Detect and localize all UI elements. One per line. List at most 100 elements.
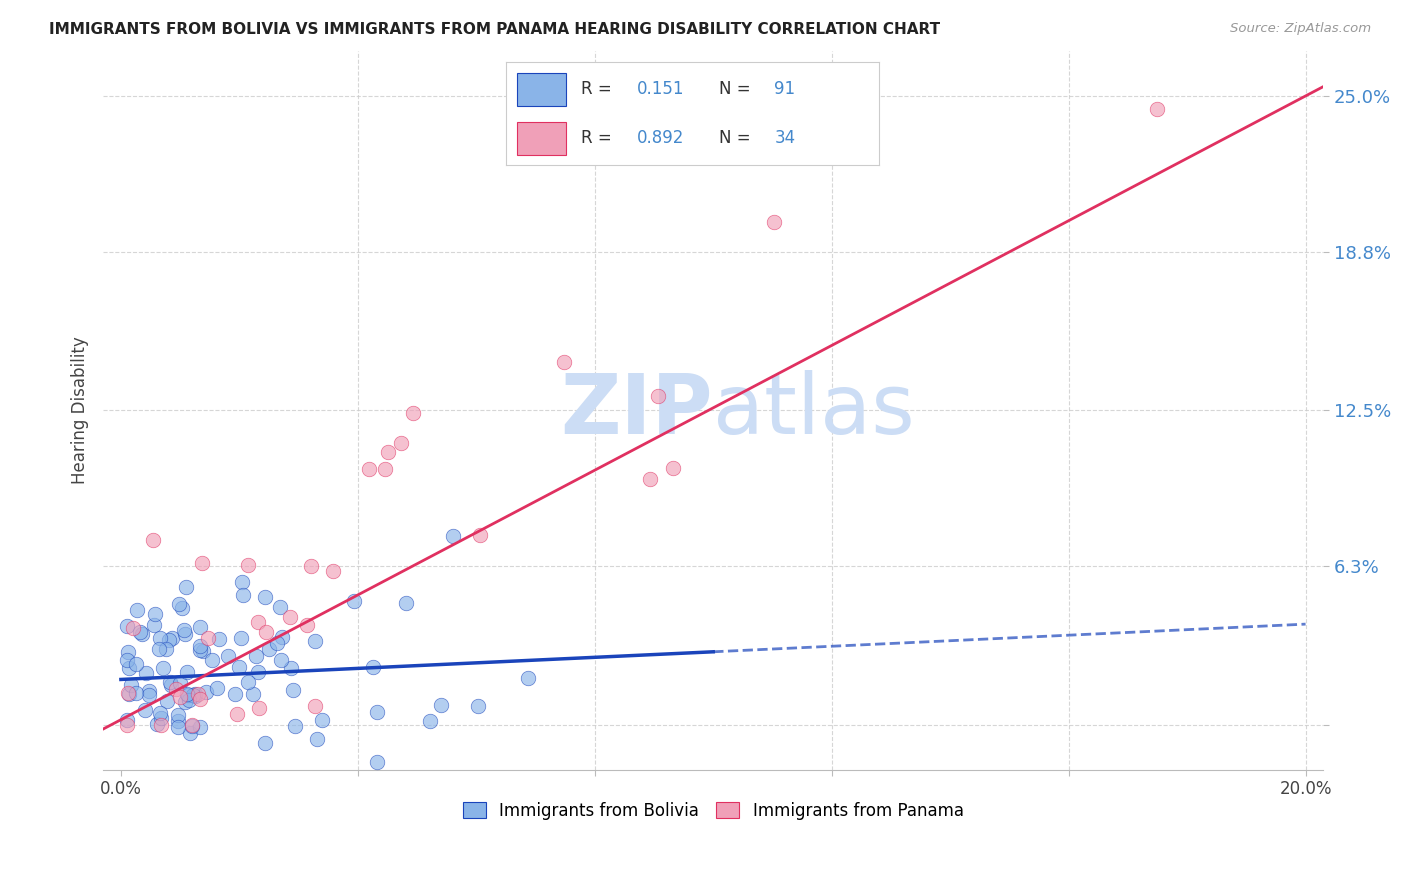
Point <box>343 594 366 608</box>
Point <box>176 665 198 679</box>
Point <box>152 661 174 675</box>
Point <box>174 695 197 709</box>
Point <box>179 726 201 740</box>
Point <box>395 596 418 610</box>
Point <box>299 559 322 574</box>
Point <box>231 575 253 590</box>
Point <box>193 643 215 657</box>
Text: atlas: atlas <box>713 370 915 450</box>
Point <box>160 631 183 645</box>
Point <box>167 720 190 734</box>
FancyBboxPatch shape <box>517 73 565 105</box>
Point <box>138 688 160 702</box>
Point <box>374 462 396 476</box>
Point <box>236 558 259 573</box>
Point <box>188 720 211 734</box>
Point <box>217 648 239 663</box>
Legend: Immigrants from Bolivia, Immigrants from Panama: Immigrants from Bolivia, Immigrants from… <box>456 795 970 826</box>
Point <box>304 698 326 713</box>
Point <box>366 705 388 719</box>
Point <box>117 686 139 700</box>
Point <box>224 687 246 701</box>
Point <box>429 698 451 712</box>
Point <box>270 653 292 667</box>
Point <box>125 603 148 617</box>
Point <box>173 623 195 637</box>
Point <box>247 701 270 715</box>
Point <box>662 461 685 475</box>
Text: IMMIGRANTS FROM BOLIVIA VS IMMIGRANTS FROM PANAMA HEARING DISABILITY CORRELATION: IMMIGRANTS FROM BOLIVIA VS IMMIGRANTS FR… <box>49 22 941 37</box>
Point <box>188 620 211 634</box>
Y-axis label: Hearing Disability: Hearing Disability <box>72 336 89 484</box>
Point <box>307 732 329 747</box>
Point <box>283 719 305 733</box>
Text: 0.151: 0.151 <box>637 80 685 98</box>
Point <box>149 631 172 645</box>
Point <box>129 625 152 640</box>
Point <box>304 633 326 648</box>
Point <box>191 556 214 570</box>
Point <box>229 631 252 645</box>
Point <box>134 703 156 717</box>
Point <box>762 215 785 229</box>
Point <box>253 736 276 750</box>
Point <box>169 690 191 704</box>
Point <box>155 641 177 656</box>
Text: 0.892: 0.892 <box>637 129 683 147</box>
Point <box>311 713 333 727</box>
Point <box>177 693 200 707</box>
Point <box>165 681 187 696</box>
Point <box>125 657 148 671</box>
Point <box>441 529 464 543</box>
Point <box>266 636 288 650</box>
Point <box>281 683 304 698</box>
Point <box>197 632 219 646</box>
Point <box>553 355 575 369</box>
Point <box>188 691 211 706</box>
Point <box>246 665 269 679</box>
Point <box>150 711 173 725</box>
Point <box>120 678 142 692</box>
Point <box>169 597 191 611</box>
Point <box>322 564 344 578</box>
Point <box>146 717 169 731</box>
Text: R =: R = <box>581 80 617 98</box>
Point <box>118 661 141 675</box>
Point <box>357 462 380 476</box>
Point <box>167 707 190 722</box>
Point <box>159 674 181 689</box>
Point <box>188 639 211 653</box>
Point <box>115 619 138 633</box>
Point <box>188 642 211 657</box>
Point <box>148 641 170 656</box>
Text: R =: R = <box>581 129 617 147</box>
Point <box>232 588 254 602</box>
Point <box>1146 102 1168 116</box>
Point <box>117 644 139 658</box>
Point <box>150 717 173 731</box>
Point <box>177 688 200 702</box>
Point <box>377 444 399 458</box>
Point <box>208 632 231 646</box>
Point <box>389 436 412 450</box>
Point <box>122 622 145 636</box>
Point <box>138 683 160 698</box>
Point <box>647 388 669 402</box>
Point <box>194 684 217 698</box>
Point <box>254 590 277 604</box>
Point <box>125 686 148 700</box>
Point <box>228 659 250 673</box>
Point <box>176 687 198 701</box>
Point <box>363 660 385 674</box>
Point <box>271 630 294 644</box>
Point <box>278 610 301 624</box>
Point <box>181 717 204 731</box>
Point <box>467 698 489 713</box>
Text: 34: 34 <box>775 129 796 147</box>
Point <box>205 681 228 695</box>
Text: N =: N = <box>718 129 755 147</box>
Point <box>402 406 425 420</box>
Point <box>226 706 249 721</box>
Point <box>143 607 166 621</box>
Point <box>159 678 181 692</box>
